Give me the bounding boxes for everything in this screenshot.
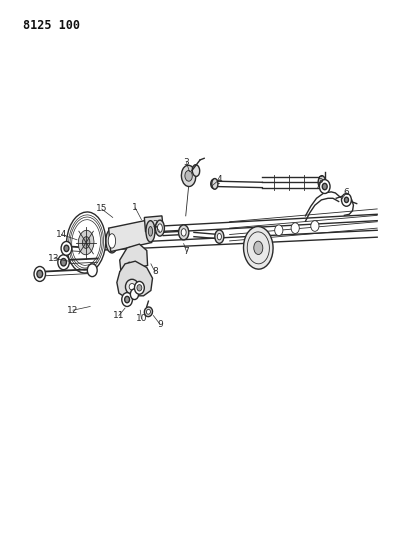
- Text: 1: 1: [132, 204, 138, 212]
- Text: 14: 14: [56, 230, 67, 239]
- Ellipse shape: [108, 233, 115, 248]
- Ellipse shape: [146, 221, 155, 242]
- Ellipse shape: [210, 179, 217, 189]
- Circle shape: [64, 245, 69, 252]
- Circle shape: [321, 183, 326, 190]
- Ellipse shape: [178, 225, 188, 240]
- Circle shape: [341, 193, 351, 206]
- Ellipse shape: [106, 229, 118, 253]
- Text: 12: 12: [67, 306, 79, 314]
- Ellipse shape: [157, 224, 162, 232]
- Circle shape: [37, 270, 43, 278]
- Circle shape: [134, 281, 144, 294]
- Circle shape: [319, 180, 329, 193]
- Ellipse shape: [184, 171, 192, 181]
- Ellipse shape: [129, 284, 135, 290]
- Ellipse shape: [253, 241, 262, 254]
- Ellipse shape: [78, 230, 94, 255]
- Ellipse shape: [148, 227, 152, 236]
- Text: 11: 11: [113, 311, 124, 320]
- Ellipse shape: [155, 220, 164, 236]
- Circle shape: [310, 221, 318, 231]
- Polygon shape: [144, 216, 163, 232]
- Text: 6: 6: [343, 189, 348, 197]
- Circle shape: [121, 293, 132, 306]
- Ellipse shape: [125, 279, 138, 294]
- Circle shape: [34, 266, 45, 281]
- Ellipse shape: [243, 227, 272, 269]
- Text: 15: 15: [96, 205, 107, 213]
- Polygon shape: [108, 220, 151, 252]
- Ellipse shape: [66, 212, 106, 273]
- Ellipse shape: [217, 233, 221, 240]
- Text: 13: 13: [48, 254, 60, 263]
- Ellipse shape: [192, 165, 199, 176]
- Ellipse shape: [181, 229, 186, 236]
- Circle shape: [130, 289, 138, 300]
- Text: 8125 100: 8125 100: [22, 19, 79, 31]
- Text: 5: 5: [317, 176, 323, 184]
- Ellipse shape: [82, 237, 90, 248]
- Ellipse shape: [214, 230, 223, 243]
- Ellipse shape: [146, 309, 150, 314]
- Circle shape: [124, 296, 129, 303]
- Text: 10: 10: [135, 314, 147, 323]
- Polygon shape: [117, 261, 152, 296]
- Circle shape: [290, 223, 299, 233]
- Text: 2: 2: [152, 221, 157, 229]
- Ellipse shape: [144, 307, 152, 317]
- Polygon shape: [119, 262, 141, 288]
- Polygon shape: [119, 244, 147, 272]
- Circle shape: [274, 225, 282, 236]
- Circle shape: [137, 285, 142, 291]
- Circle shape: [61, 241, 72, 255]
- Text: 8: 8: [152, 268, 157, 276]
- Ellipse shape: [181, 165, 196, 187]
- Circle shape: [61, 259, 66, 266]
- Circle shape: [344, 197, 348, 203]
- Ellipse shape: [211, 179, 218, 189]
- Text: 4: 4: [216, 175, 222, 184]
- Text: 3: 3: [183, 158, 189, 167]
- Text: 7: 7: [183, 247, 189, 256]
- Text: 9: 9: [157, 320, 162, 328]
- Ellipse shape: [317, 176, 325, 189]
- Circle shape: [87, 264, 97, 277]
- Circle shape: [58, 255, 69, 270]
